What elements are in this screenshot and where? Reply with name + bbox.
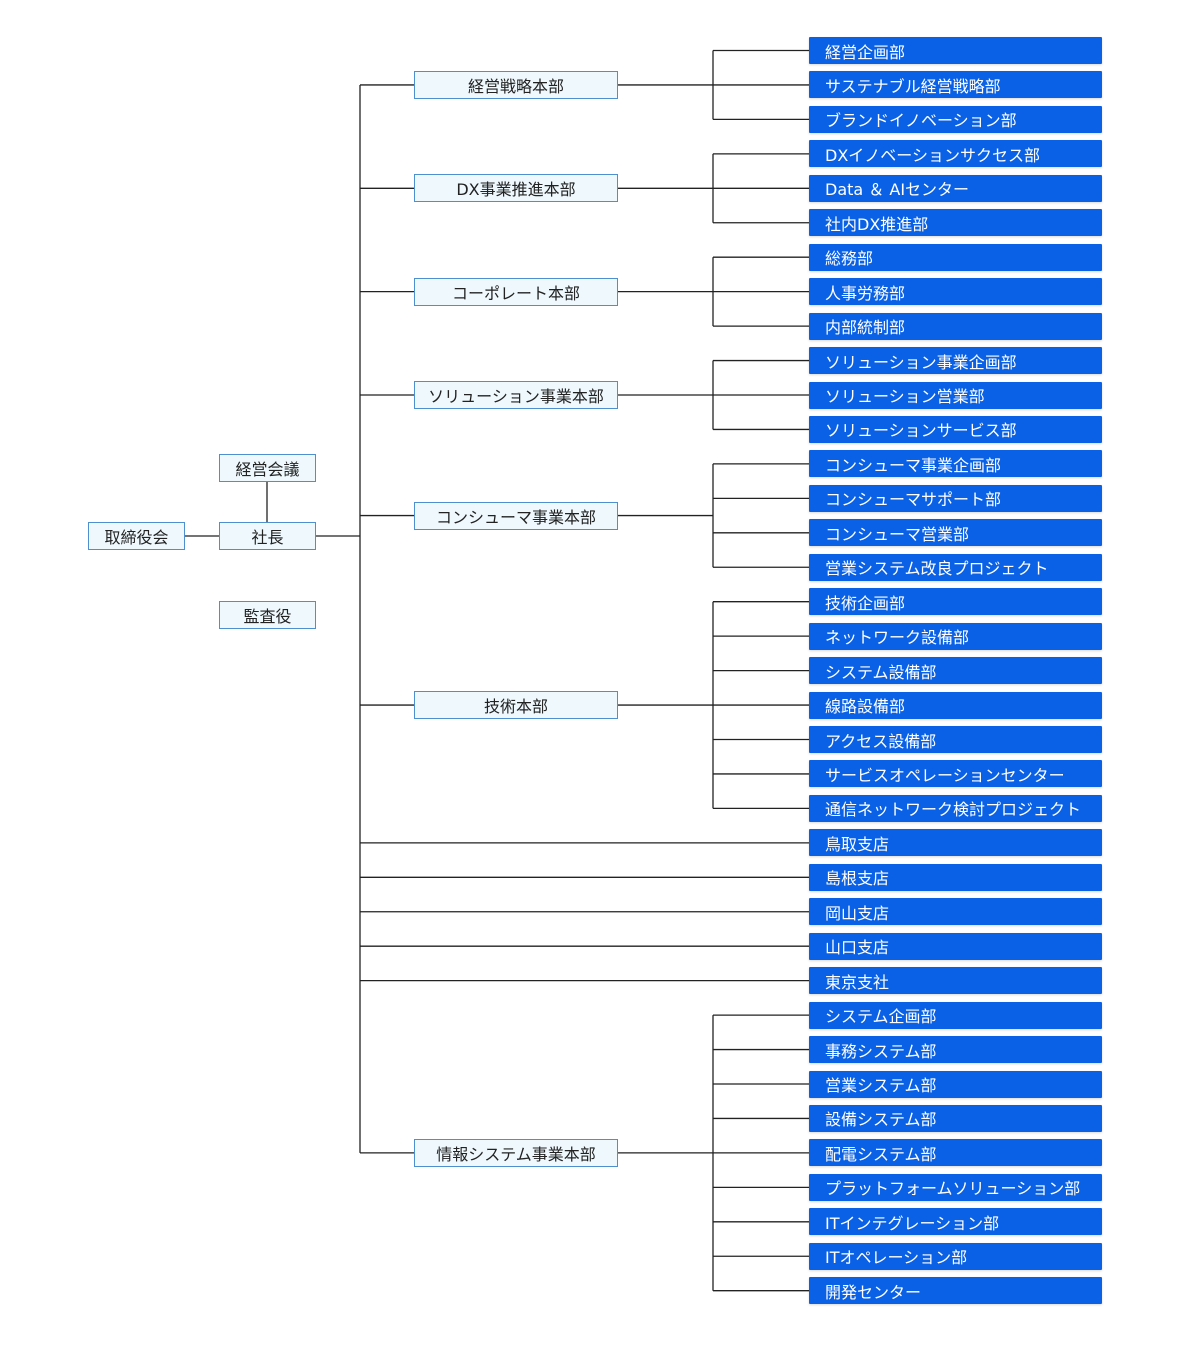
division-node: 経営戦略本部 — [414, 70, 618, 99]
department-box: 社内DX推進部 — [809, 209, 1102, 237]
department-box: DXイノベーションサクセス部 — [809, 140, 1102, 168]
department-box: コンシューマ事業企画部 — [809, 450, 1102, 478]
management-meeting-node: 経営会議 — [219, 454, 316, 482]
department-box: サービスオペレーションセンター — [809, 760, 1102, 788]
department-box: コンシューマ営業部 — [809, 519, 1102, 547]
department-box: 事務システム部 — [809, 1036, 1102, 1064]
department-box: 通信ネットワーク検討プロジェクト — [809, 794, 1102, 822]
department-box: 配電システム部 — [809, 1139, 1102, 1167]
department-box: 内部統制部 — [809, 312, 1102, 340]
department-box: 線路設備部 — [809, 691, 1102, 719]
department-box: 経営企画部 — [809, 37, 1102, 64]
president-node: 社長 — [219, 522, 316, 550]
department-box: 人事労務部 — [809, 278, 1102, 306]
board-of-directors-node: 取締役会 — [88, 522, 185, 550]
department-box: コンシューマサポート部 — [809, 484, 1102, 512]
department-box: 開発センター — [809, 1277, 1102, 1305]
department-box: アクセス設備部 — [809, 726, 1102, 753]
department-box: ブランドイノベーション部 — [809, 105, 1102, 133]
department-box: 総務部 — [809, 243, 1102, 271]
department-box: ネットワーク設備部 — [809, 622, 1102, 650]
it-division-node: 情報システム事業本部 — [414, 1138, 618, 1167]
department-box: ソリューションサービス部 — [809, 415, 1102, 443]
department-box: システム設備部 — [809, 657, 1102, 685]
division-node: DX事業推進本部 — [414, 174, 618, 203]
department-box: ソリューション事業企画部 — [809, 347, 1102, 375]
department-box: Data ＆ AIセンター — [809, 174, 1102, 202]
department-box: システム企画部 — [809, 1001, 1102, 1029]
department-box: ITオペレーション部 — [809, 1242, 1102, 1270]
division-node: コンシューマ事業本部 — [414, 501, 618, 530]
department-box: 営業システム部 — [809, 1070, 1102, 1098]
auditor-node: 監査役 — [219, 601, 316, 629]
department-box: ソリューション営業部 — [809, 381, 1102, 409]
department-box: 技術企画部 — [809, 588, 1102, 616]
department-box: 設備システム部 — [809, 1104, 1102, 1132]
department-box: 営業システム改良プロジェクト — [809, 553, 1102, 581]
branch-box: 山口支店 — [809, 932, 1102, 960]
department-box: プラットフォームソリューション部 — [809, 1173, 1102, 1201]
division-node: コーポレート本部 — [414, 277, 618, 306]
division-node: 技術本部 — [414, 691, 618, 720]
branch-box: 島根支店 — [809, 863, 1102, 891]
branch-box: 岡山支店 — [809, 898, 1102, 926]
branch-box: 鳥取支店 — [809, 829, 1102, 857]
department-box: サステナブル経営戦略部 — [809, 71, 1102, 99]
department-box: ITインテグレーション部 — [809, 1208, 1102, 1236]
division-node: ソリューション事業本部 — [414, 381, 618, 409]
branch-box: 東京支社 — [809, 967, 1102, 995]
